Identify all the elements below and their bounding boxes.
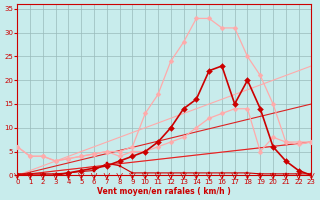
X-axis label: Vent moyen/en rafales ( km/h ): Vent moyen/en rafales ( km/h ) [98,187,231,196]
